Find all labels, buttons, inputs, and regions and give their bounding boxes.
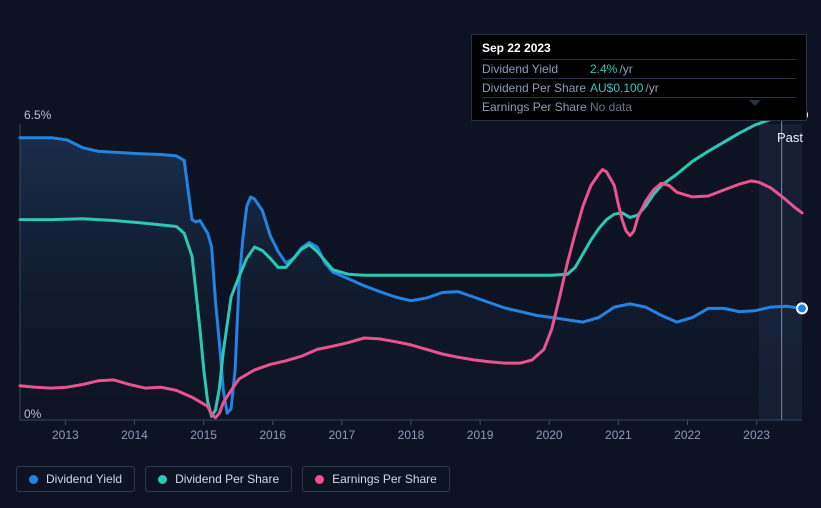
x-axis-label: 2018 [398, 428, 425, 442]
y-axis-max-label: 6.5% [24, 108, 51, 122]
chart-legend: Dividend Yield Dividend Per Share Earnin… [16, 466, 450, 492]
legend-label: Dividend Yield [46, 472, 122, 486]
chart-root: 6.5% 0% Past Sep 22 2023 Dividend Yield … [0, 0, 821, 508]
legend-item-earnings-per-share[interactable]: Earnings Per Share [302, 466, 450, 492]
x-axis-label: 2019 [467, 428, 494, 442]
tooltip-value: No data [590, 100, 632, 114]
x-axis-label: 2023 [743, 428, 770, 442]
x-axis-label: 2020 [536, 428, 563, 442]
chart-tooltip: Sep 22 2023 Dividend Yield 2.4% /yr Divi… [471, 34, 807, 121]
tooltip-unit: /yr [619, 62, 632, 76]
past-label: Past [777, 130, 803, 145]
x-axis-label: 2021 [605, 428, 632, 442]
x-axis-label: 2015 [190, 428, 217, 442]
tooltip-row-dividend-yield: Dividend Yield 2.4% /yr [482, 59, 796, 78]
tooltip-unit: /yr [645, 81, 658, 95]
legend-item-dividend-yield[interactable]: Dividend Yield [16, 466, 135, 492]
x-axis-label: 2013 [52, 428, 79, 442]
legend-dot-icon [315, 475, 324, 484]
tooltip-label: Dividend Per Share [482, 81, 590, 95]
x-axis-label: 2016 [259, 428, 286, 442]
x-axis-label: 2014 [121, 428, 148, 442]
tooltip-value: 2.4% [590, 62, 617, 76]
x-axis-label: 2022 [674, 428, 701, 442]
tooltip-value: AU$0.100 [590, 81, 643, 95]
legend-label: Dividend Per Share [175, 472, 279, 486]
tooltip-date: Sep 22 2023 [482, 41, 796, 59]
tooltip-label: Dividend Yield [482, 62, 590, 76]
legend-item-dividend-per-share[interactable]: Dividend Per Share [145, 466, 292, 492]
y-axis-min-label: 0% [24, 407, 41, 421]
chart-plot-area[interactable]: 6.5% 0% Past Sep 22 2023 Dividend Yield … [0, 0, 821, 460]
legend-dot-icon [158, 475, 167, 484]
x-axis-labels: 2013 2014 2015 2016 2017 2018 2019 2020 2021 2022… [0, 428, 821, 448]
legend-dot-icon [29, 475, 38, 484]
tooltip-label: Earnings Per Share [482, 100, 590, 114]
tooltip-tail-icon [749, 100, 761, 106]
legend-label: Earnings Per Share [332, 472, 437, 486]
tooltip-row-dividend-per-share: Dividend Per Share AU$0.100 /yr [482, 78, 796, 97]
x-axis-label: 2017 [329, 428, 356, 442]
